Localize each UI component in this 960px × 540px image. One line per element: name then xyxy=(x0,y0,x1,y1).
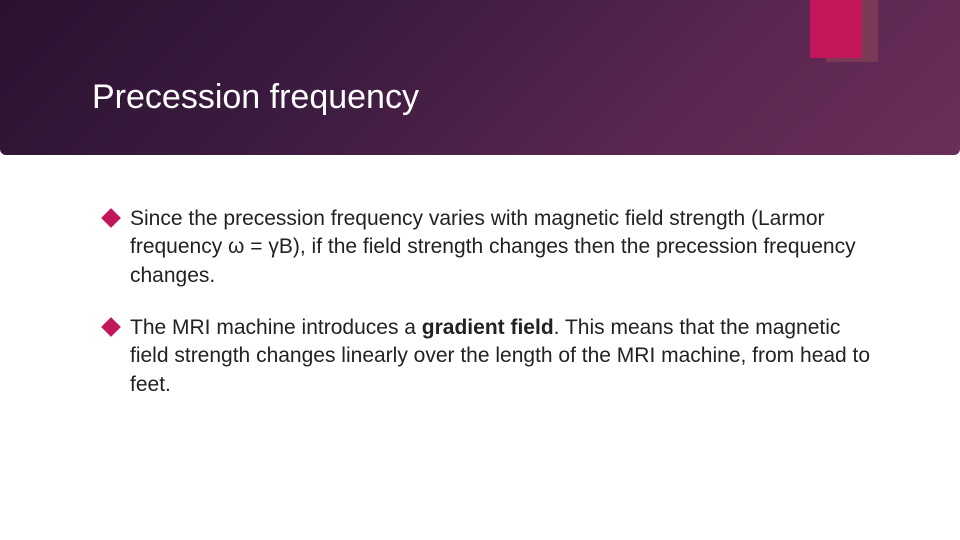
bullet-text: Since the precession frequency varies wi… xyxy=(130,205,874,290)
bullet-text: The MRI machine introduces a gradient fi… xyxy=(130,314,874,399)
slide-title: Precession frequency xyxy=(92,78,419,117)
bullet-item: The MRI machine introduces a gradient fi… xyxy=(104,314,874,399)
accent-tab-front xyxy=(810,0,862,58)
slide: Precession frequency Since the precessio… xyxy=(0,0,960,540)
diamond-bullet-icon xyxy=(101,208,121,228)
content-area: Since the precession frequency varies wi… xyxy=(104,205,874,423)
bullet-item: Since the precession frequency varies wi… xyxy=(104,205,874,290)
diamond-bullet-icon xyxy=(101,317,121,337)
